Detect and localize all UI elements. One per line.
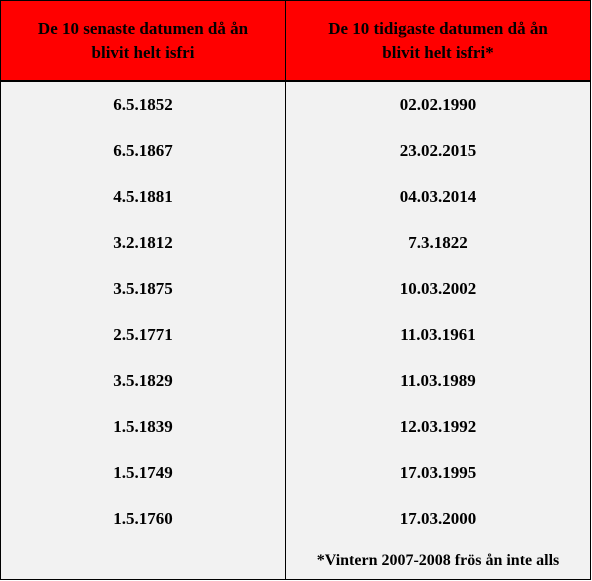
header-latest-dates: De 10 senaste datumen då ån blivit helt …	[1, 1, 285, 80]
header-latest-line1: De 10 senaste datumen då ån	[37, 18, 249, 38]
table-row: 1.5.1749 17.03.1995	[1, 450, 590, 496]
earliest-date-cell: 02.02.1990	[399, 95, 477, 114]
column-divider	[285, 1, 286, 579]
table-header: De 10 senaste datumen då ån blivit helt …	[1, 1, 590, 82]
latest-date-cell: 1.5.1839	[113, 417, 173, 436]
latest-date-cell: 6.5.1852	[113, 95, 173, 114]
table-body: 6.5.1852 02.02.1990 6.5.1867 23.02.2015 …	[1, 82, 590, 542]
earliest-date-cell: 17.03.2000	[399, 509, 477, 528]
table-row: 2.5.1771 11.03.1961	[1, 312, 590, 358]
table-row: 1.5.1839 12.03.1992	[1, 404, 590, 450]
latest-date-cell: 3.5.1829	[113, 371, 173, 390]
latest-date-cell: 6.5.1867	[113, 141, 173, 160]
table-row: 3.2.1812 7.3.1822	[1, 220, 590, 266]
header-earliest-line1: De 10 tidigaste datumen då ån	[328, 18, 548, 38]
table-row: 3.5.1875 10.03.2002	[1, 266, 590, 312]
earliest-date-cell: 17.03.1995	[399, 463, 477, 482]
earliest-date-cell: 11.03.1961	[400, 325, 476, 344]
earliest-date-cell: 11.03.1989	[400, 371, 476, 390]
earliest-date-cell: 7.3.1822	[408, 233, 468, 252]
earliest-date-cell: 10.03.2002	[399, 279, 477, 298]
latest-date-cell: 1.5.1760	[113, 509, 173, 528]
header-earliest-dates: De 10 tidigaste datumen då ån blivit hel…	[286, 1, 590, 80]
earliest-date-cell: 04.03.2014	[399, 187, 477, 206]
header-latest-line2: blivit helt isfri	[91, 42, 195, 62]
table-row: 3.5.1829 11.03.1989	[1, 358, 590, 404]
table-row: 4.5.1881 04.03.2014	[1, 174, 590, 220]
table-row: 6.5.1852 02.02.1990	[1, 82, 590, 128]
header-earliest-line2: blivit helt isfri*	[382, 42, 494, 62]
latest-date-cell: 1.5.1749	[113, 463, 173, 482]
latest-date-cell: 4.5.1881	[113, 187, 173, 206]
latest-date-cell: 2.5.1771	[113, 325, 173, 344]
latest-date-cell: 3.5.1875	[113, 279, 173, 298]
earliest-date-cell: 23.02.2015	[399, 141, 477, 160]
footnote: *Vintern 2007-2008 frös ån inte alls	[316, 552, 560, 569]
table-row: 6.5.1867 23.02.2015	[1, 128, 590, 174]
earliest-date-cell: 12.03.1992	[399, 417, 477, 436]
table-row: 1.5.1760 17.03.2000	[1, 496, 590, 542]
latest-date-cell: 3.2.1812	[113, 233, 173, 252]
